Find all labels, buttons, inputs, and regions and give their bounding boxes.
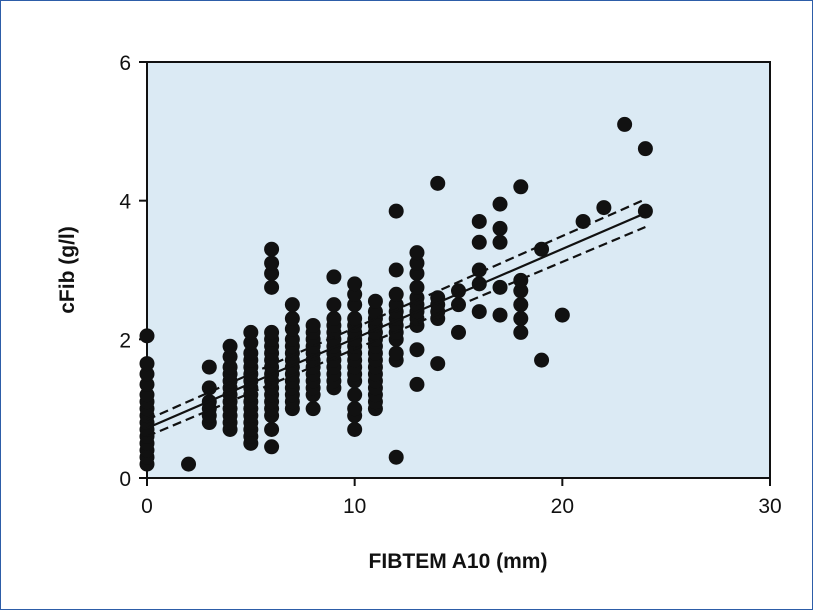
data-point xyxy=(554,307,570,323)
x-axis-title: FIBTEM A10 (mm) xyxy=(369,550,548,573)
data-point xyxy=(409,342,425,358)
data-point xyxy=(326,269,342,285)
data-point xyxy=(347,387,363,403)
data-point xyxy=(243,335,259,351)
data-point xyxy=(264,241,280,257)
data-point xyxy=(347,297,363,313)
data-point xyxy=(513,283,529,299)
data-point xyxy=(409,255,425,271)
data-point xyxy=(243,324,259,340)
data-point xyxy=(513,179,529,195)
data-point xyxy=(637,141,653,157)
data-point xyxy=(409,279,425,295)
y-axis-title: cFib (g/l) xyxy=(56,226,79,314)
data-point xyxy=(513,311,529,327)
y-tick-label: 0 xyxy=(119,468,131,491)
data-point xyxy=(492,234,508,250)
data-point xyxy=(305,401,321,417)
data-point xyxy=(264,324,280,340)
data-point xyxy=(409,265,425,281)
data-point xyxy=(264,439,280,455)
data-point xyxy=(305,317,321,333)
data-point xyxy=(451,324,466,340)
lower-confidence-line xyxy=(146,225,646,438)
data-point xyxy=(347,311,363,327)
data-point xyxy=(409,290,425,306)
data-point xyxy=(181,456,197,472)
data-point xyxy=(326,311,342,327)
data-point xyxy=(388,262,404,278)
x-axis: 0 10 20 30 xyxy=(141,478,782,518)
plot-area xyxy=(146,61,771,479)
data-point xyxy=(534,352,550,368)
data-point xyxy=(347,286,363,302)
data-point xyxy=(222,349,238,365)
data-point xyxy=(492,196,508,212)
y-tick-label: 4 xyxy=(119,191,131,214)
data-point xyxy=(284,297,300,313)
data-point xyxy=(471,262,487,278)
data-point xyxy=(513,297,529,313)
data-point xyxy=(264,265,280,281)
data-point xyxy=(388,345,404,361)
data-point xyxy=(409,245,425,261)
data-point xyxy=(596,200,612,216)
data-point xyxy=(388,203,404,219)
data-point xyxy=(222,338,238,354)
x-tick-label: 0 xyxy=(141,495,153,518)
data-point xyxy=(347,421,363,437)
x-tick-label: 20 xyxy=(551,495,574,518)
y-axis: 0 2 4 6 xyxy=(119,52,147,491)
data-point xyxy=(264,279,280,295)
data-point xyxy=(534,241,550,257)
data-point xyxy=(513,324,529,340)
data-point xyxy=(617,116,633,132)
data-point xyxy=(284,311,300,327)
data-point xyxy=(264,421,280,437)
data-points xyxy=(139,116,653,472)
data-point xyxy=(139,356,155,372)
data-point xyxy=(409,376,425,392)
data-point xyxy=(139,328,155,344)
data-point xyxy=(201,359,217,375)
regression-line xyxy=(146,212,646,430)
upper-confidence-line xyxy=(146,198,646,421)
data-point xyxy=(139,366,155,382)
data-point xyxy=(367,304,383,320)
data-point xyxy=(139,387,155,403)
data-point xyxy=(264,255,280,271)
regression-lines xyxy=(146,198,646,438)
data-point xyxy=(388,297,404,313)
data-point xyxy=(347,401,363,417)
data-point xyxy=(492,307,508,323)
data-point xyxy=(284,321,300,337)
data-point xyxy=(492,220,508,236)
x-tick-label: 30 xyxy=(758,495,781,518)
data-point xyxy=(471,234,487,250)
y-tick-label: 2 xyxy=(119,329,131,352)
data-point xyxy=(388,449,404,465)
data-point xyxy=(430,356,446,372)
data-point xyxy=(347,276,363,292)
data-point xyxy=(430,175,446,191)
data-point xyxy=(471,213,487,229)
data-point xyxy=(388,286,404,302)
data-point xyxy=(243,345,259,361)
data-point xyxy=(367,293,383,309)
data-point xyxy=(471,304,487,320)
data-point xyxy=(326,297,342,313)
x-tick-label: 10 xyxy=(343,495,366,518)
y-tick-label: 6 xyxy=(119,52,131,75)
data-point xyxy=(284,331,300,347)
data-point xyxy=(201,380,217,396)
data-point xyxy=(139,376,155,392)
data-point xyxy=(222,359,238,375)
